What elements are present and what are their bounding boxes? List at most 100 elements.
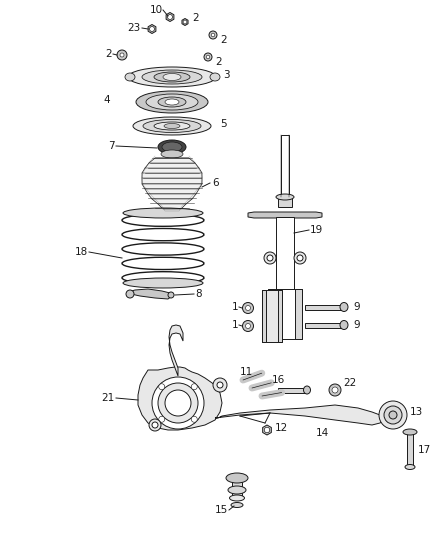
Circle shape — [167, 14, 173, 20]
Circle shape — [209, 31, 217, 39]
Circle shape — [384, 406, 402, 424]
Polygon shape — [138, 367, 222, 430]
Circle shape — [243, 320, 254, 332]
Ellipse shape — [162, 142, 182, 152]
Text: 3: 3 — [223, 70, 230, 80]
Circle shape — [168, 292, 174, 298]
Circle shape — [264, 427, 270, 433]
Text: 14: 14 — [316, 428, 329, 438]
Ellipse shape — [154, 122, 190, 130]
Bar — [262, 290, 266, 342]
Circle shape — [206, 55, 210, 59]
Circle shape — [149, 27, 155, 31]
Polygon shape — [127, 289, 172, 299]
Bar — [268, 289, 302, 339]
Bar — [305, 323, 343, 328]
Text: 4: 4 — [103, 95, 110, 105]
Circle shape — [165, 390, 191, 416]
Ellipse shape — [231, 503, 243, 507]
Ellipse shape — [142, 70, 202, 84]
Bar — [276, 217, 294, 289]
Bar — [278, 197, 292, 207]
Circle shape — [266, 321, 276, 331]
Ellipse shape — [154, 72, 190, 82]
Bar — [278, 388, 306, 393]
Ellipse shape — [123, 278, 203, 288]
Text: 13: 13 — [410, 407, 423, 417]
Ellipse shape — [164, 124, 180, 128]
Text: 6: 6 — [212, 178, 219, 188]
Circle shape — [159, 384, 165, 390]
Circle shape — [183, 20, 187, 24]
Ellipse shape — [128, 67, 216, 87]
Ellipse shape — [136, 91, 208, 113]
Polygon shape — [215, 405, 385, 425]
Circle shape — [246, 305, 251, 311]
Ellipse shape — [133, 117, 211, 135]
Polygon shape — [142, 158, 202, 209]
Circle shape — [204, 53, 212, 61]
Bar — [295, 289, 302, 339]
Text: 2: 2 — [215, 57, 222, 67]
Text: 5: 5 — [220, 119, 226, 129]
Polygon shape — [248, 212, 322, 218]
Text: 21: 21 — [102, 393, 115, 403]
Text: 8: 8 — [195, 289, 201, 299]
Text: 9: 9 — [353, 302, 360, 312]
Ellipse shape — [226, 473, 248, 483]
Circle shape — [267, 255, 273, 261]
Text: 16: 16 — [272, 375, 285, 385]
Bar — [262, 290, 282, 342]
Ellipse shape — [230, 495, 244, 501]
Ellipse shape — [123, 208, 203, 218]
Text: 22: 22 — [343, 378, 356, 388]
Circle shape — [191, 416, 197, 422]
Circle shape — [211, 33, 215, 37]
Ellipse shape — [276, 194, 294, 200]
Circle shape — [266, 302, 276, 312]
Circle shape — [126, 290, 134, 298]
Text: 19: 19 — [310, 225, 323, 235]
Ellipse shape — [163, 74, 181, 80]
Circle shape — [120, 53, 124, 57]
Ellipse shape — [403, 429, 417, 435]
Polygon shape — [263, 425, 271, 435]
Text: 23: 23 — [127, 23, 140, 33]
Circle shape — [149, 419, 161, 431]
Text: 18: 18 — [75, 247, 88, 257]
Circle shape — [117, 50, 127, 60]
Ellipse shape — [405, 464, 415, 470]
Text: 2: 2 — [106, 49, 112, 59]
Circle shape — [389, 411, 397, 419]
Circle shape — [268, 324, 273, 328]
Circle shape — [159, 416, 165, 422]
Ellipse shape — [340, 303, 348, 311]
Bar — [407, 432, 413, 467]
Circle shape — [332, 387, 338, 393]
Text: 15: 15 — [215, 505, 228, 515]
Circle shape — [243, 303, 254, 313]
Circle shape — [379, 401, 407, 429]
Ellipse shape — [340, 320, 348, 329]
Ellipse shape — [161, 150, 183, 158]
Bar — [232, 478, 242, 498]
Circle shape — [217, 382, 223, 388]
Ellipse shape — [228, 486, 246, 494]
Ellipse shape — [158, 97, 186, 107]
Circle shape — [191, 384, 197, 390]
Text: 2: 2 — [220, 35, 226, 45]
Ellipse shape — [143, 119, 201, 133]
Text: 11: 11 — [240, 367, 253, 377]
Text: 9: 9 — [353, 320, 360, 330]
Circle shape — [264, 252, 276, 264]
Text: 7: 7 — [108, 141, 115, 151]
Circle shape — [152, 422, 158, 428]
Bar — [305, 305, 343, 310]
Ellipse shape — [210, 73, 220, 81]
Circle shape — [152, 377, 204, 429]
Text: 12: 12 — [275, 423, 288, 433]
Polygon shape — [166, 12, 174, 21]
Ellipse shape — [304, 386, 311, 394]
Circle shape — [268, 304, 273, 310]
Polygon shape — [148, 25, 156, 34]
